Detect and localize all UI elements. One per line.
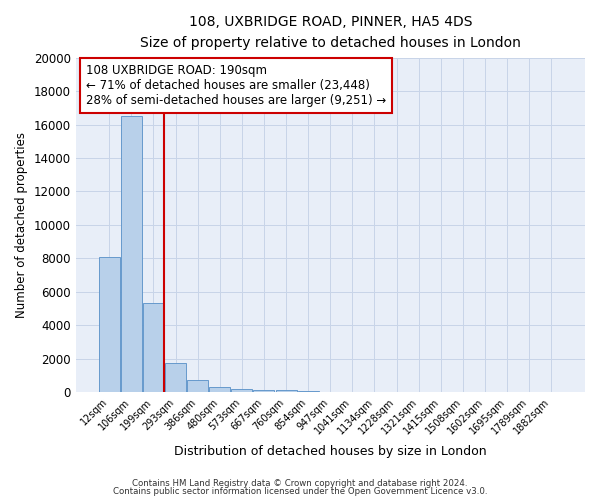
Text: Contains public sector information licensed under the Open Government Licence v3: Contains public sector information licen… <box>113 487 487 496</box>
X-axis label: Distribution of detached houses by size in London: Distribution of detached houses by size … <box>174 444 487 458</box>
Text: Contains HM Land Registry data © Crown copyright and database right 2024.: Contains HM Land Registry data © Crown c… <box>132 478 468 488</box>
Bar <box>121 116 142 392</box>
Bar <box>187 380 208 392</box>
Bar <box>253 390 274 392</box>
Text: 108 UXBRIDGE ROAD: 190sqm
← 71% of detached houses are smaller (23,448)
28% of s: 108 UXBRIDGE ROAD: 190sqm ← 71% of detac… <box>86 64 386 108</box>
Bar <box>298 390 319 392</box>
Bar <box>275 390 296 392</box>
Bar <box>98 256 120 392</box>
Title: 108, UXBRIDGE ROAD, PINNER, HA5 4DS
Size of property relative to detached houses: 108, UXBRIDGE ROAD, PINNER, HA5 4DS Size… <box>140 15 521 50</box>
Bar <box>143 304 164 392</box>
Bar <box>232 388 253 392</box>
Bar <box>165 363 186 392</box>
Y-axis label: Number of detached properties: Number of detached properties <box>15 132 28 318</box>
Bar <box>209 387 230 392</box>
